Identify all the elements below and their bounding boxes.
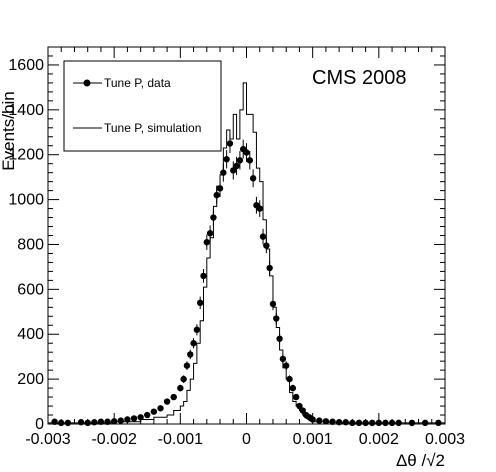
y-tick-label: 200 — [17, 371, 44, 388]
data-point — [322, 418, 330, 425]
data-point — [51, 418, 58, 425]
data-point — [190, 340, 197, 347]
data-point — [223, 156, 230, 163]
data-point — [210, 214, 217, 221]
x-tick-label: -0.001 — [158, 431, 203, 448]
data-point — [117, 417, 124, 424]
data-point — [256, 205, 263, 212]
data-point — [249, 175, 257, 182]
data-point — [64, 419, 72, 427]
data-point — [200, 272, 207, 280]
data-point — [316, 417, 323, 424]
legend-label-data: Tune P, data — [104, 76, 171, 90]
data-point — [349, 419, 356, 427]
data-point — [230, 167, 237, 174]
data-point — [362, 419, 369, 427]
data-point — [266, 264, 273, 272]
data-point — [435, 419, 442, 427]
legend: Tune P, data Tune P, simulation — [63, 60, 222, 152]
data-point — [130, 415, 138, 422]
data-point — [91, 419, 98, 426]
data-point — [243, 149, 250, 156]
data-point — [177, 384, 184, 392]
data-point — [289, 384, 297, 392]
cms-label: CMS 2008 — [312, 67, 407, 89]
x-tick-label: 0.001 — [293, 431, 333, 448]
data-point — [144, 411, 151, 419]
data-point — [203, 239, 210, 246]
data-point — [180, 375, 187, 383]
y-tick-label: 1200 — [8, 147, 44, 164]
data-point — [335, 419, 343, 426]
x-tick-label: 0.002 — [359, 431, 399, 448]
data-point — [193, 326, 201, 333]
data-point — [309, 416, 316, 423]
x-tick-label: 0.003 — [425, 431, 465, 448]
data-point — [183, 362, 191, 369]
y-axis-ticks: 0 200 400 600 800 1000 1200 1400 1600 — [8, 55, 445, 433]
data-point — [104, 418, 111, 425]
data-point — [196, 299, 204, 307]
data-point — [369, 419, 376, 427]
data-point — [375, 419, 383, 427]
data-point — [259, 233, 267, 240]
legend-box — [63, 60, 222, 152]
data-point — [236, 157, 244, 164]
data-point — [233, 162, 240, 170]
data-point — [408, 419, 416, 427]
data-point — [163, 398, 171, 405]
data-point — [157, 405, 164, 412]
x-axis-title: Δθ /√2 — [396, 451, 445, 470]
data-point — [220, 169, 227, 176]
data-point — [213, 191, 220, 199]
x-tick-label: -0.002 — [91, 431, 136, 448]
data-point — [283, 362, 290, 369]
data-point — [273, 315, 280, 322]
data-point — [97, 418, 105, 425]
data-point — [355, 419, 363, 427]
x-tick-label: 0 — [242, 431, 251, 448]
data-point — [226, 140, 234, 147]
data-point — [421, 419, 429, 427]
data-point — [269, 300, 277, 308]
data-point — [216, 185, 224, 192]
data-point — [77, 419, 85, 426]
data-point — [382, 419, 389, 427]
data-point — [296, 402, 303, 410]
y-tick-label: 1600 — [8, 57, 44, 74]
data-point — [58, 419, 65, 427]
y-axis-title: Events/bin — [0, 91, 18, 170]
data-series — [51, 133, 442, 427]
legend-label-simulation: Tune P, simulation — [104, 121, 201, 135]
data-point — [329, 418, 336, 425]
data-point — [263, 242, 270, 249]
data-point — [388, 419, 396, 427]
y-tick-label: 800 — [17, 236, 44, 253]
data-point — [150, 408, 158, 415]
x-tick-label: -0.003 — [25, 431, 70, 448]
data-point — [110, 418, 118, 425]
y-tick-label: 1000 — [8, 192, 44, 209]
y-tick-label: 0 — [35, 416, 44, 433]
y-tick-label: 1400 — [8, 102, 44, 119]
legend-marker-point — [83, 79, 91, 87]
data-point — [279, 355, 287, 363]
data-point — [299, 407, 306, 414]
data-point — [395, 419, 402, 427]
data-point — [292, 393, 300, 401]
data-point — [246, 157, 254, 164]
x-axis-ticks: -0.003 -0.002 -0.001 0 0.001 0.002 0.003 — [25, 47, 465, 448]
data-point — [187, 351, 194, 358]
data-point — [84, 419, 91, 427]
data-point — [137, 414, 144, 421]
data-point — [206, 230, 214, 237]
data-point — [170, 393, 177, 401]
data-point — [124, 416, 131, 423]
data-point — [286, 375, 293, 383]
data-point — [342, 419, 349, 426]
data-point — [276, 335, 283, 342]
y-tick-label: 400 — [17, 326, 44, 343]
y-tick-label: 600 — [17, 281, 44, 298]
